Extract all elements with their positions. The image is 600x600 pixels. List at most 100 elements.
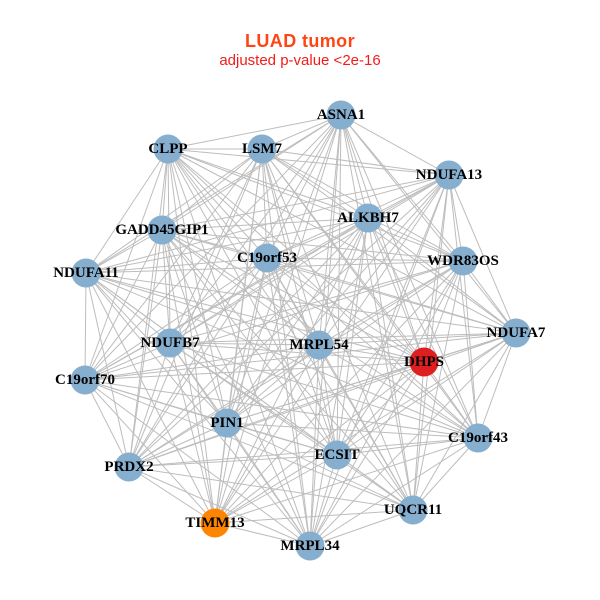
network-edge — [462, 260, 517, 334]
network-node-alkbh7 — [353, 203, 383, 233]
network-edge — [226, 174, 450, 424]
network-edge — [340, 114, 450, 176]
network-edge — [128, 332, 517, 468]
network-edge — [336, 174, 450, 456]
network-edge — [85, 272, 479, 439]
network-edge — [167, 148, 425, 363]
network-edge — [85, 272, 517, 334]
network-edge — [266, 257, 464, 262]
network-edge — [412, 361, 425, 511]
network-node-wdr83os — [448, 246, 478, 276]
network-edge — [309, 509, 414, 547]
node-label-timm13: TIMM13 — [185, 515, 244, 531]
network-edge — [309, 454, 338, 547]
network-edge — [266, 114, 342, 259]
network-edge — [309, 344, 320, 547]
network-edge — [128, 148, 169, 468]
network-edge — [84, 379, 216, 524]
network-edge — [161, 229, 464, 262]
network-edge — [167, 148, 517, 334]
network-edge — [161, 229, 320, 346]
network-edge — [84, 114, 342, 381]
network-edge — [161, 148, 263, 231]
network-edge — [84, 361, 425, 381]
network-edge — [85, 217, 369, 274]
network-edge — [226, 422, 479, 439]
network-node-ndufa13 — [434, 160, 464, 190]
network-edge — [169, 342, 216, 524]
network-edge — [128, 454, 338, 468]
network-edge — [169, 342, 320, 346]
network-edge — [128, 229, 163, 468]
node-label-clpp: CLPP — [148, 141, 187, 157]
network-edge — [128, 437, 479, 468]
network-edge — [266, 257, 425, 363]
network-edge — [84, 379, 130, 468]
network-edge — [226, 422, 311, 547]
labels-layer: ASNA1 CLPP LSM7 NDUFA13 ALKBH7 GADD45GIP1 C19o… — [53, 107, 546, 554]
network-edge — [367, 217, 464, 262]
network-edge — [318, 344, 338, 456]
network-node-pin1 — [212, 408, 242, 438]
network-edge — [128, 342, 171, 468]
network-edge — [85, 257, 268, 274]
network-edge — [214, 361, 425, 524]
network-edge — [309, 174, 450, 547]
network-edge — [261, 148, 338, 456]
network-node-mrpl54 — [304, 330, 334, 360]
network-edge — [161, 174, 450, 231]
node-label-c19orf70: C19orf70 — [55, 372, 115, 388]
network-edge — [340, 114, 517, 334]
network-edge — [261, 148, 517, 334]
network-edge — [261, 148, 268, 259]
network-edge — [266, 257, 517, 334]
node-label-ndufb7: NDUFB7 — [140, 335, 200, 351]
network-edge — [128, 217, 369, 468]
network-node-c19orf43 — [463, 423, 493, 453]
network-edge — [84, 342, 171, 381]
network-edge — [318, 114, 342, 346]
network-edge — [226, 260, 464, 424]
network-edge — [85, 148, 169, 274]
network-edge — [318, 344, 425, 363]
plot-subtitle: adjusted p-value <2e-16 — [219, 52, 381, 69]
network-node-ecsit — [322, 440, 352, 470]
network-edge — [214, 422, 228, 524]
network-edge — [169, 257, 268, 344]
network-node-ndufb7 — [155, 328, 185, 358]
network-edge — [309, 437, 479, 547]
network-edge — [340, 114, 425, 363]
network-node-gadd45gip1 — [147, 215, 177, 245]
node-label-ecsit: ECSIT — [314, 447, 359, 463]
network-edge — [226, 344, 320, 424]
network-edge — [84, 229, 163, 381]
node-label-gadd45gip1: GADD45GIP1 — [115, 222, 208, 238]
network-edge — [128, 361, 425, 468]
network-edge — [84, 344, 320, 381]
network-edge — [336, 454, 414, 511]
network-edge — [161, 229, 517, 334]
network-edge — [336, 361, 425, 456]
network-edge — [412, 332, 517, 511]
network-edge — [214, 509, 414, 524]
network-edge — [167, 148, 414, 511]
network-edge — [214, 437, 479, 524]
network-edge — [318, 332, 517, 346]
network-edge — [85, 114, 342, 274]
network-edge — [266, 217, 369, 259]
network-edge — [412, 437, 479, 511]
network-edge — [169, 114, 342, 344]
network-edge — [85, 272, 216, 524]
network-edge — [128, 466, 216, 524]
node-label-mrpl34: MRPL34 — [280, 538, 340, 554]
nodes-layer — [70, 100, 531, 561]
network-edge — [84, 379, 479, 439]
network-edge — [167, 148, 450, 176]
network-edge — [161, 217, 369, 231]
network-edge — [128, 148, 263, 468]
edges-layer — [84, 114, 517, 547]
network-edge — [167, 148, 464, 262]
network-edge — [318, 344, 479, 439]
network-edge — [448, 174, 464, 262]
